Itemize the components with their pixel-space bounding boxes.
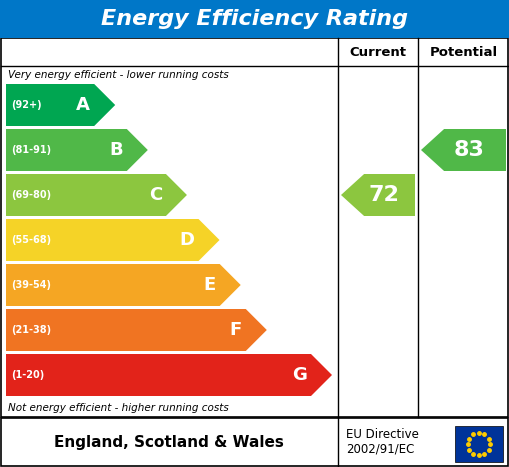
Text: (21-38): (21-38) [11,325,51,335]
Polygon shape [6,309,267,351]
Polygon shape [6,219,219,261]
Text: Not energy efficient - higher running costs: Not energy efficient - higher running co… [8,403,229,413]
Text: Very energy efficient - lower running costs: Very energy efficient - lower running co… [8,70,229,80]
Text: (55-68): (55-68) [11,235,51,245]
Text: Energy Efficiency Rating: Energy Efficiency Rating [101,9,408,29]
Text: F: F [230,321,242,339]
Bar [1,418,508,466]
Polygon shape [6,174,187,216]
Text: (81-91): (81-91) [11,145,51,155]
Polygon shape [6,129,148,171]
Text: B: B [109,141,123,159]
Bar [0,0,509,38]
Text: England, Scotland & Wales: England, Scotland & Wales [54,434,284,450]
Text: D: D [180,231,194,249]
Text: E: E [204,276,216,294]
Polygon shape [341,174,415,216]
Text: 72: 72 [369,185,399,205]
Text: (39-54): (39-54) [11,280,51,290]
Text: (69-80): (69-80) [11,190,51,200]
Text: G: G [292,366,307,384]
Text: 83: 83 [454,140,485,160]
Text: A: A [76,96,90,114]
Bar [1,38,508,417]
Polygon shape [6,84,115,126]
Text: Potential: Potential [430,45,498,58]
Text: (1-20): (1-20) [11,370,44,380]
Polygon shape [421,129,506,171]
Text: EU Directive
2002/91/EC: EU Directive 2002/91/EC [346,428,419,456]
Bar [455,426,503,462]
Text: Current: Current [350,45,407,58]
Polygon shape [6,264,241,306]
Text: (92+): (92+) [11,100,42,110]
Text: C: C [149,186,162,204]
Polygon shape [6,354,332,396]
